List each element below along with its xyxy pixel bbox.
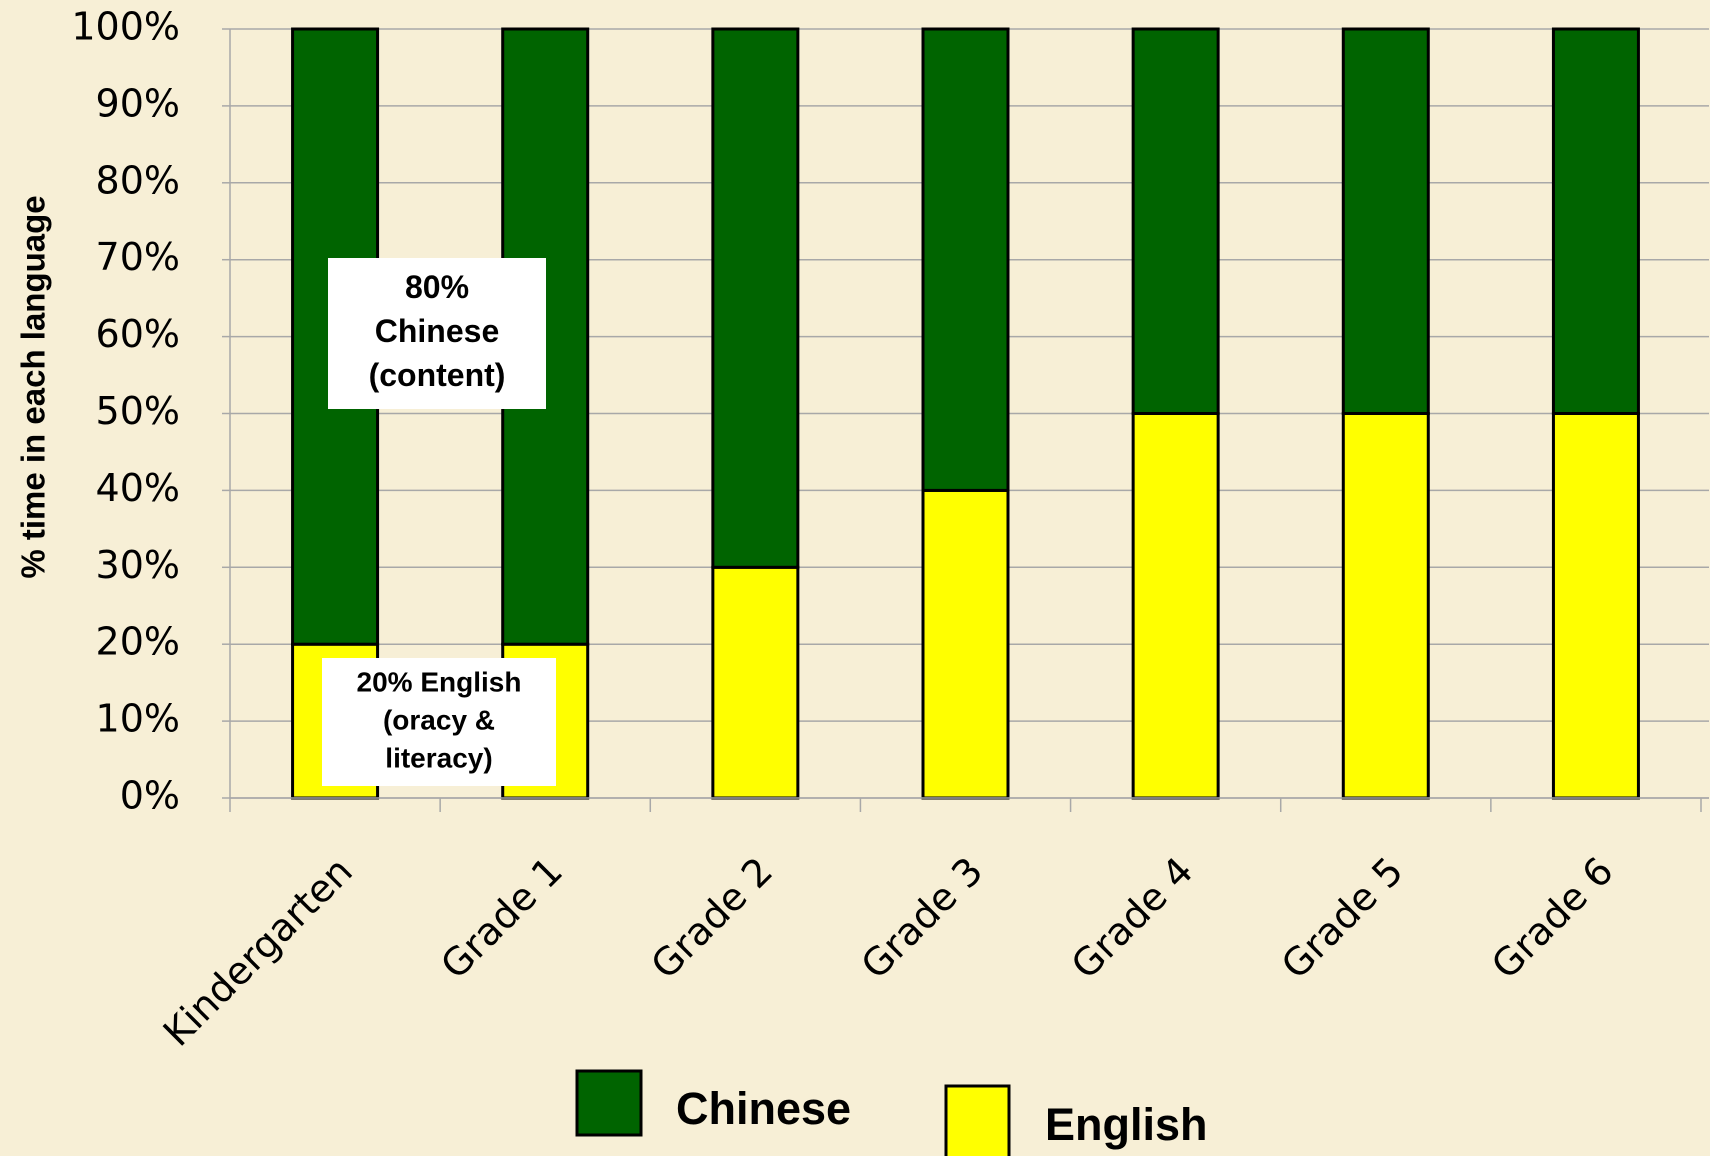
annotation-text: 80% <box>405 269 469 305</box>
legend-label: English <box>1045 1099 1208 1150</box>
y-axis-label: % time in each language <box>15 195 52 578</box>
legend-label: Chinese <box>676 1083 851 1134</box>
y-tick-label: 30% <box>96 543 180 587</box>
y-tick-label: 70% <box>96 235 180 279</box>
bar-segment <box>711 565 800 800</box>
annotation-text: 20% English <box>357 666 522 697</box>
bar-segment <box>1551 412 1640 800</box>
y-tick-label: 90% <box>96 81 180 125</box>
y-tick-label: 60% <box>96 312 180 356</box>
annotation-text: Chinese <box>375 313 499 349</box>
bar-segment <box>1341 412 1430 800</box>
annotation-text: (content) <box>369 357 506 393</box>
bar-segment <box>1551 27 1640 415</box>
legend-swatch <box>944 1084 1011 1156</box>
annotation-box <box>328 258 546 409</box>
legend-swatch <box>575 1069 643 1137</box>
y-tick-label: 40% <box>96 466 180 510</box>
annotation-text: literacy) <box>385 742 492 773</box>
annotation-box <box>322 658 556 786</box>
annotation-text: (oracy & <box>383 704 495 735</box>
bar-segment <box>711 27 800 569</box>
bar-segment <box>1341 27 1430 415</box>
bar-segment <box>921 488 1010 800</box>
y-tick-label: 100% <box>71 5 180 49</box>
y-tick-label: 80% <box>96 158 180 202</box>
bar-segment <box>1131 27 1220 415</box>
y-tick-label: 0% <box>120 774 180 818</box>
y-tick-label: 10% <box>96 697 180 741</box>
bar-segment <box>921 27 1010 492</box>
y-tick-label: 20% <box>96 620 180 664</box>
bar-segment <box>1131 412 1220 800</box>
y-tick-label: 50% <box>96 389 180 433</box>
